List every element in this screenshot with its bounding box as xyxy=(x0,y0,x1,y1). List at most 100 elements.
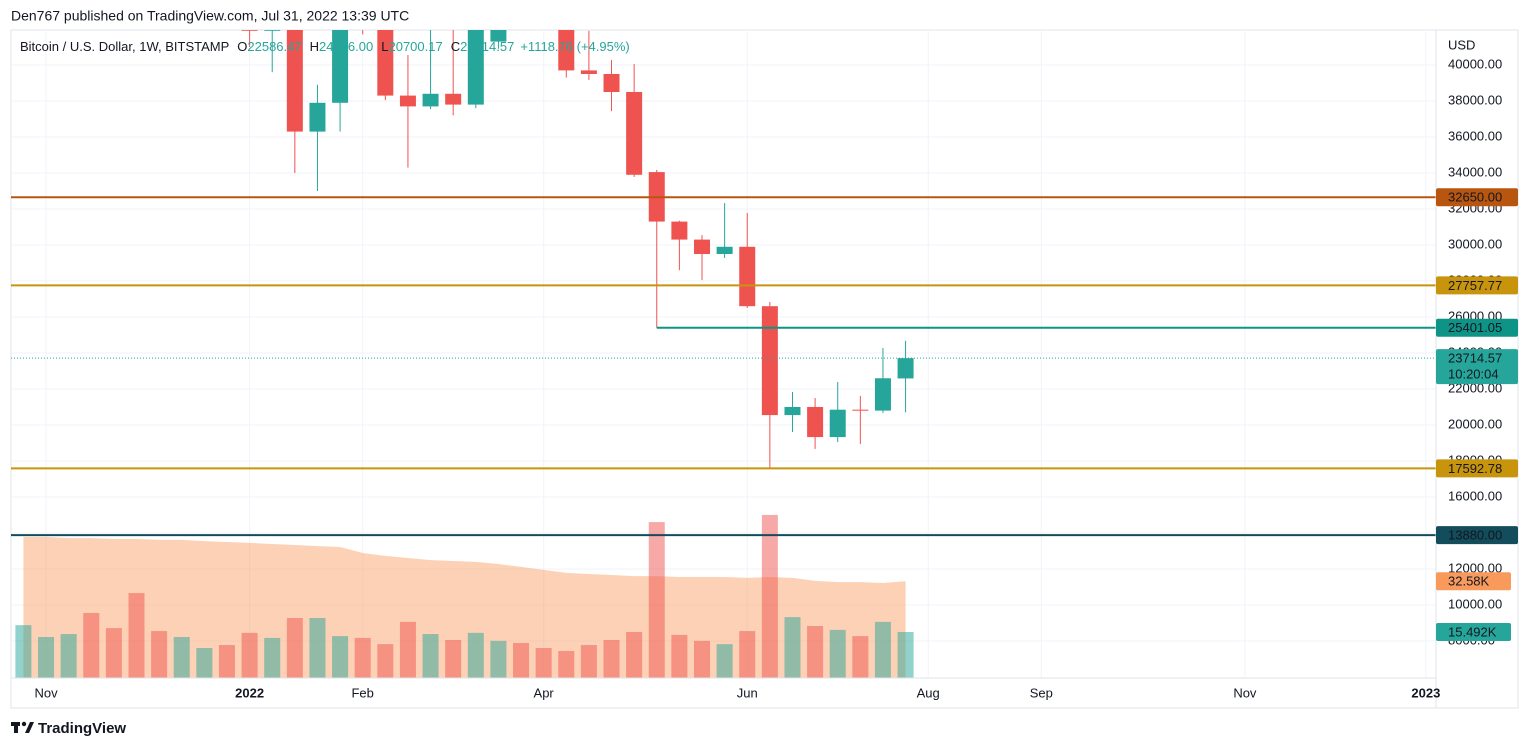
level-badge-label: 27757.77 xyxy=(1448,278,1502,293)
currency: USD xyxy=(1448,37,1475,52)
volume-bar xyxy=(761,514,778,678)
levels xyxy=(11,196,1436,537)
legend-value: 24676.00 xyxy=(319,39,373,54)
x-tick-label: Jun xyxy=(737,685,758,700)
legend-value: 20700.17 xyxy=(388,39,442,54)
volume-bar xyxy=(173,637,190,678)
volume-badge-label: 15.492K xyxy=(1448,624,1497,639)
volume-bar xyxy=(241,632,258,678)
legend: Bitcoin / U.S. Dollar, 1W, BITSTAMP O2258… xyxy=(20,39,630,54)
candle-body xyxy=(716,246,733,254)
volume-bar xyxy=(648,522,665,678)
candle-body xyxy=(626,91,643,175)
candle-body xyxy=(580,70,597,74)
volume-bar xyxy=(897,631,914,678)
volume-bar xyxy=(852,636,869,678)
level-badge-label: 25401.05 xyxy=(1448,320,1502,335)
volume-bar xyxy=(513,642,530,678)
candle-body xyxy=(399,95,416,107)
volume-bar xyxy=(399,621,416,678)
candle-body xyxy=(807,406,824,438)
attribution: Den767 published on TradingView.com, Jul… xyxy=(11,8,409,24)
volume-bar xyxy=(694,640,710,678)
volume-bar xyxy=(784,617,801,678)
level-badge-label: 32650.00 xyxy=(1448,190,1502,205)
volume-pane xyxy=(15,514,914,678)
volume-bar xyxy=(558,650,575,678)
volume-bar xyxy=(603,639,620,678)
volume-bar xyxy=(422,634,439,678)
level-badge xyxy=(1436,526,1518,545)
candle-body xyxy=(536,0,552,25)
candle-body xyxy=(603,73,620,92)
candle-body xyxy=(829,409,846,438)
volume-bar xyxy=(626,631,643,678)
y-tick-label: 22000.00 xyxy=(1448,380,1502,395)
legend-key: L xyxy=(381,39,388,54)
volume-bar xyxy=(467,632,484,678)
candle-body xyxy=(467,30,484,105)
last-price-label: 23714.57 xyxy=(1448,351,1502,366)
candle-body xyxy=(761,306,778,416)
level-badge xyxy=(1436,276,1518,295)
brand-logo xyxy=(11,721,34,733)
volume-bar xyxy=(739,631,756,678)
volume-bar xyxy=(38,637,55,678)
x-tick-label: Apr xyxy=(534,685,555,700)
volume-bar xyxy=(490,640,507,678)
volume-badge xyxy=(1436,622,1511,641)
level-badge-label: 17592.78 xyxy=(1448,461,1502,476)
x-tick-label: 2022 xyxy=(235,685,264,700)
volume-bar xyxy=(535,648,552,678)
candle-body xyxy=(332,30,349,103)
level-badge xyxy=(1436,318,1518,337)
candle-body xyxy=(897,358,914,379)
candle-body xyxy=(852,409,869,411)
volume-bar xyxy=(60,634,77,678)
candle-body xyxy=(671,221,688,240)
candle-body xyxy=(309,102,326,132)
candle-body xyxy=(694,239,710,254)
candle-body xyxy=(422,93,439,107)
volume-bar xyxy=(354,637,371,678)
y-tick-label: 40000.00 xyxy=(1448,56,1502,71)
y-tick-label: 38000.00 xyxy=(1448,92,1502,107)
candle-body xyxy=(286,30,303,132)
y-tick-label: 10000.00 xyxy=(1448,596,1502,611)
candle-body xyxy=(377,30,394,96)
y-tick-label: 12000.00 xyxy=(1448,560,1502,575)
volume-badge-label: 32.58K xyxy=(1448,574,1490,589)
volume-badge xyxy=(1436,572,1511,591)
candle-body xyxy=(558,30,575,71)
candle-body xyxy=(739,246,756,307)
x-tick-label: Nov xyxy=(1233,685,1257,700)
level-badge xyxy=(1436,459,1518,478)
volume-bar xyxy=(716,644,733,678)
legend-key: H xyxy=(310,39,319,54)
x-tick-label: Aug xyxy=(917,685,940,700)
volume-bar xyxy=(874,621,891,678)
legend-value: 22586.47 xyxy=(247,39,301,54)
level-badge xyxy=(1436,188,1518,207)
volume-bar xyxy=(105,628,122,678)
volume-bar xyxy=(309,618,326,678)
candle-body xyxy=(241,30,258,31)
x-tick-label: Feb xyxy=(351,685,373,700)
candles xyxy=(241,0,914,469)
y-tick-label: 30000.00 xyxy=(1448,236,1502,251)
x-tick-label: Sep xyxy=(1030,685,1053,700)
volume-bar xyxy=(807,626,824,678)
candle-body xyxy=(445,93,462,105)
volume-bar xyxy=(580,645,597,678)
legend-value: 23714.57 xyxy=(460,39,514,54)
legend-key: C xyxy=(451,39,460,54)
volume-bar xyxy=(15,625,32,678)
countdown: 10:20:04 xyxy=(1448,367,1499,382)
y-tick-label: 34000.00 xyxy=(1448,164,1502,179)
badges: 32650.00 27757.77 25401.05 17592.78 13880.00… xyxy=(1436,188,1518,641)
volume-bar xyxy=(264,637,281,678)
brand: TradingView xyxy=(38,720,126,737)
level-badge-label: 13880.00 xyxy=(1448,528,1502,543)
